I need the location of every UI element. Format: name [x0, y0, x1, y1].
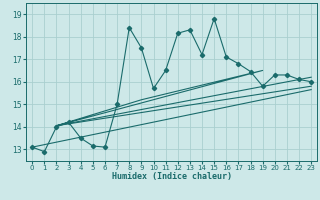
X-axis label: Humidex (Indice chaleur): Humidex (Indice chaleur)	[112, 172, 232, 181]
